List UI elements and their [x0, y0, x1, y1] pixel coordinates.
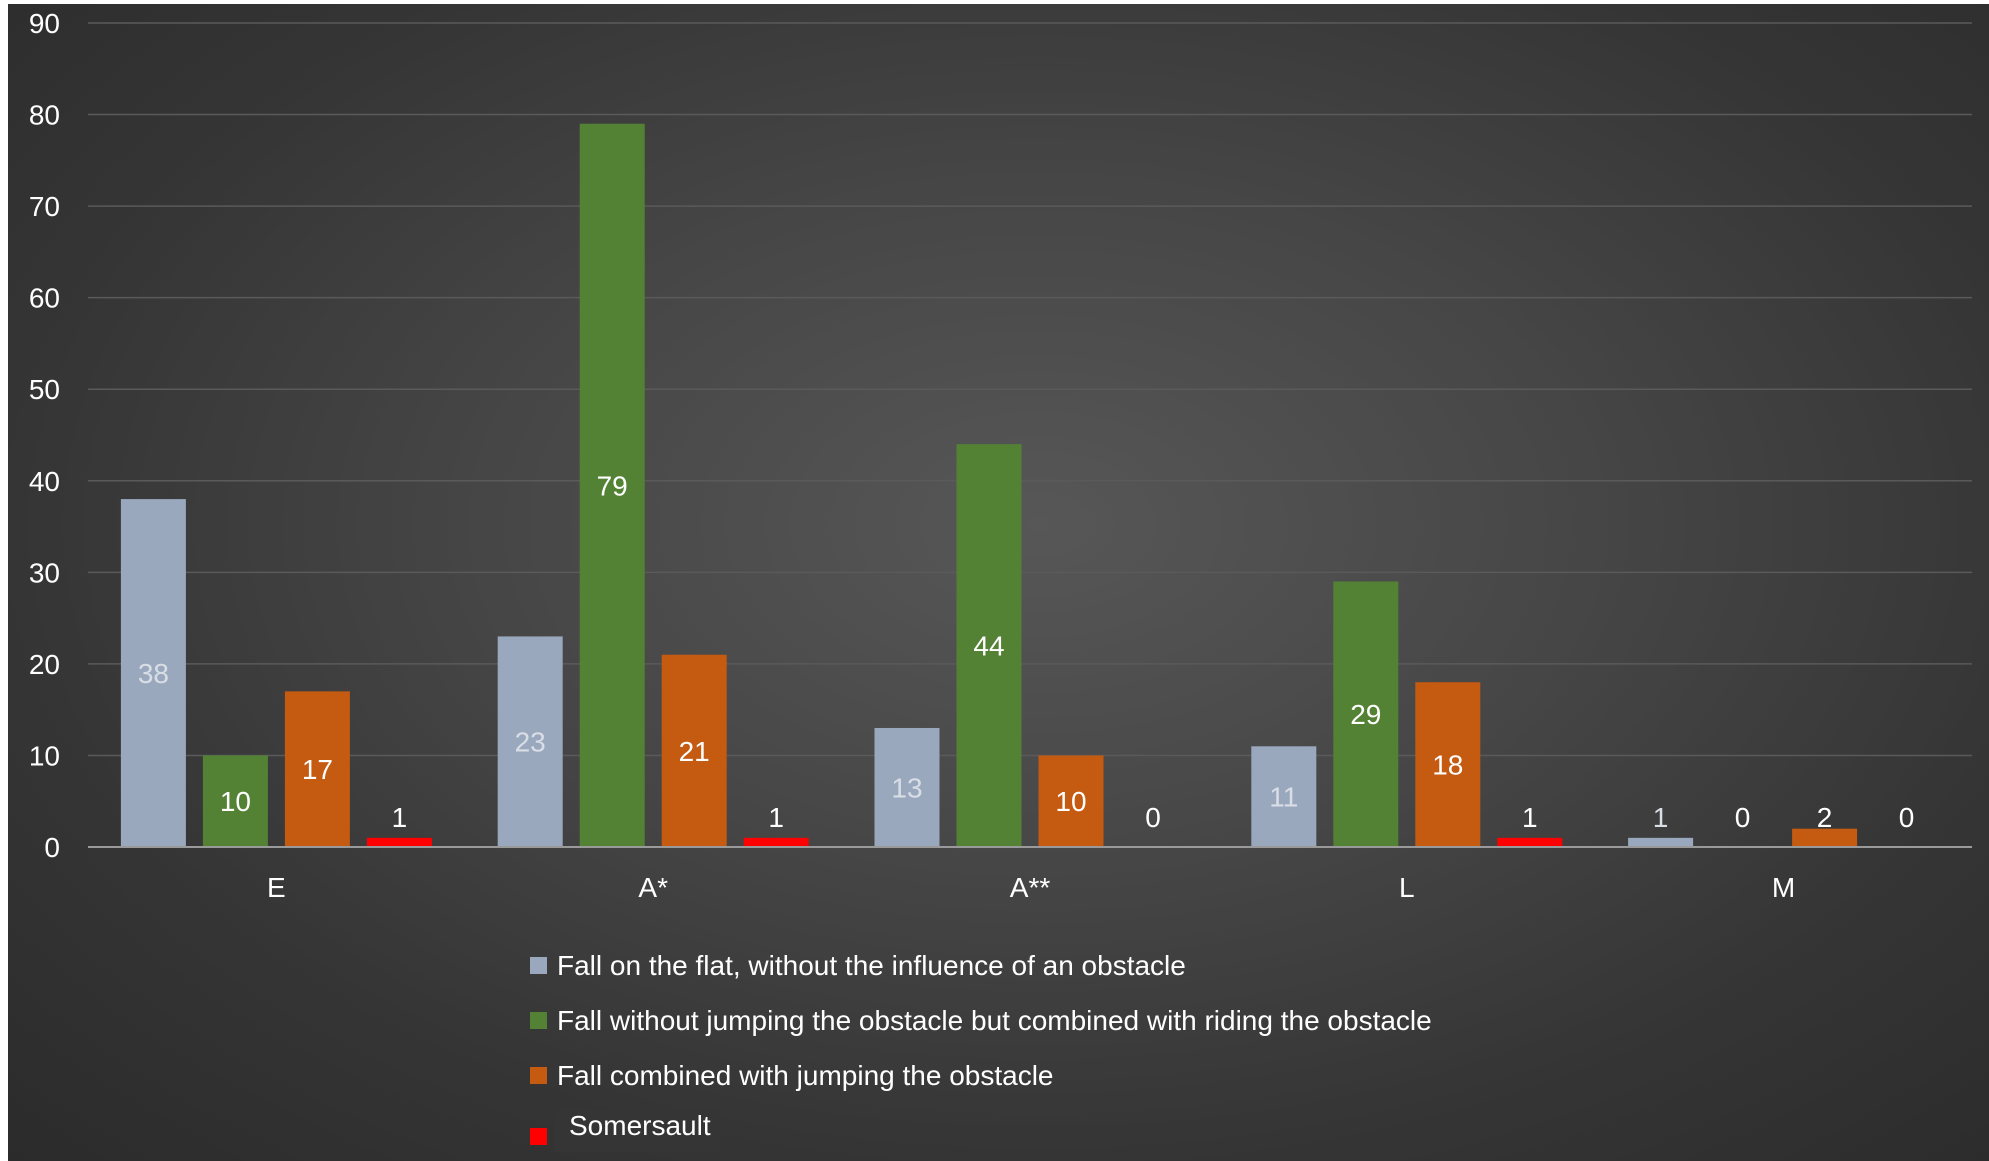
data-label: 1 [1653, 802, 1669, 833]
legend-item-flat: Fall on the flat, without the influence … [530, 938, 1432, 993]
data-label: 38 [138, 658, 169, 689]
legend-swatch [530, 1128, 547, 1145]
x-tick-label: L [1399, 872, 1415, 903]
data-label: 44 [973, 631, 1004, 662]
legend-item-riding: Fall without jumping the obstacle but co… [530, 993, 1432, 1048]
bar [874, 727, 940, 847]
data-label: 13 [891, 772, 922, 803]
data-label: 1 [1522, 802, 1538, 833]
bar [956, 444, 1022, 847]
data-label: 0 [1145, 802, 1161, 833]
bar [366, 837, 432, 847]
data-label: 10 [220, 786, 251, 817]
bar [284, 691, 350, 847]
bar [661, 654, 727, 847]
bar [1038, 755, 1104, 847]
legend-item-jumping: Fall combined with jumping the obstacle [530, 1048, 1432, 1103]
data-label: 23 [515, 727, 546, 758]
bar [497, 636, 563, 847]
y-tick-label: 0 [44, 832, 60, 863]
bar [1628, 837, 1694, 847]
bar [1415, 682, 1481, 847]
data-label: 0 [1735, 802, 1751, 833]
legend-swatch [530, 1012, 547, 1029]
gridlines [88, 22, 1972, 757]
legend-swatch [530, 957, 547, 974]
legend-label: Fall combined with jumping the obstacle [557, 1059, 1054, 1091]
y-tick-label: 60 [29, 283, 60, 314]
data-label: 1 [392, 802, 408, 833]
data-label: 0 [1899, 802, 1915, 833]
y-tick-label: 70 [29, 191, 60, 222]
legend-item-somersault: Somersault [530, 1103, 1432, 1158]
x-tick-label: A** [1010, 872, 1051, 903]
x-tick-label: E [267, 872, 286, 903]
data-label: 21 [679, 736, 710, 767]
x-tick-label: M [1772, 872, 1795, 903]
legend-swatch [530, 1067, 547, 1084]
bar [120, 499, 186, 847]
legend-label: Fall without jumping the obstacle but co… [557, 1004, 1432, 1036]
data-label: 17 [302, 754, 333, 785]
bar [1251, 746, 1317, 847]
bar [1792, 828, 1858, 847]
data-label: 1 [768, 802, 784, 833]
data-label: 79 [597, 470, 628, 501]
y-tick-label: 20 [29, 649, 60, 680]
bar [1497, 837, 1563, 847]
y-tick-label: 80 [29, 100, 60, 131]
data-label: 10 [1055, 786, 1086, 817]
bar [579, 123, 645, 847]
data-label: 11 [1269, 782, 1298, 813]
y-tick-label: 50 [29, 374, 60, 405]
bar [1333, 581, 1399, 847]
data-label: 18 [1432, 750, 1463, 781]
y-axis-ticks: 0 10 20 30 40 50 60 70 80 90 [29, 8, 60, 863]
y-tick-label: 30 [29, 557, 60, 588]
legend-label: Fall on the flat, without the influence … [557, 949, 1186, 981]
bars [120, 123, 1858, 847]
legend-label: Somersault [555, 1109, 721, 1152]
legend: Fall on the flat, without the influence … [530, 938, 1432, 1158]
bar [202, 755, 268, 847]
bar [743, 837, 809, 847]
data-label: 29 [1350, 699, 1381, 730]
data-label: 2 [1817, 802, 1833, 833]
y-tick-label: 90 [29, 8, 60, 39]
x-axis-ticks: E A* A** L M [88, 846, 1972, 903]
y-tick-label: 40 [29, 466, 60, 497]
y-tick-label: 10 [29, 740, 60, 771]
x-tick-label: A* [638, 872, 668, 903]
